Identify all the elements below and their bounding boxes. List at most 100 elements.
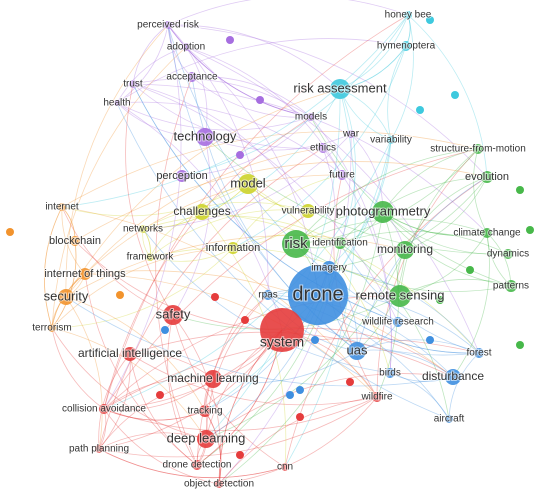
edge (204, 133, 352, 151)
node-label: monitoring (377, 242, 433, 256)
edge (61, 183, 249, 217)
edge (382, 211, 488, 236)
node-label: drone detection (163, 460, 232, 471)
node-label: perception (156, 170, 207, 182)
node (238, 174, 258, 194)
node (114, 100, 120, 106)
edge (65, 296, 206, 412)
node (282, 230, 310, 258)
edge (382, 211, 512, 287)
node (197, 430, 215, 448)
edge (44, 206, 63, 329)
edge (185, 46, 343, 176)
edge (132, 83, 488, 234)
node (241, 316, 249, 324)
edge (185, 46, 480, 354)
edge (284, 88, 356, 468)
edge (65, 296, 454, 387)
node (288, 265, 348, 325)
edge (103, 148, 479, 410)
node-label: patterns (493, 281, 529, 292)
edge (339, 230, 509, 255)
node (286, 391, 294, 399)
node-label: system (260, 334, 304, 350)
node (451, 91, 459, 99)
edge (132, 83, 324, 149)
node-label: drone (292, 283, 343, 305)
edge (132, 83, 399, 323)
node (156, 391, 164, 399)
node (385, 368, 395, 378)
edge (65, 235, 406, 298)
edge (181, 14, 409, 177)
edge (247, 183, 391, 374)
edge (132, 83, 309, 212)
node-label: war (342, 129, 360, 140)
node (389, 285, 411, 307)
node (48, 324, 56, 332)
edge (376, 148, 479, 398)
edge (172, 314, 222, 485)
edge (339, 242, 450, 420)
edge (142, 215, 341, 244)
node (296, 386, 304, 394)
node (526, 226, 534, 234)
edge (389, 372, 450, 420)
node (466, 266, 474, 274)
edge (103, 408, 220, 485)
node (481, 171, 493, 183)
edge (98, 432, 207, 450)
node-label: acceptance (166, 72, 218, 83)
edge (382, 148, 479, 213)
edge (65, 147, 324, 298)
edge (399, 232, 488, 297)
edge (65, 24, 169, 298)
edge (142, 133, 352, 230)
edge (149, 247, 401, 297)
edge (172, 136, 211, 316)
edge (204, 136, 509, 255)
edge (232, 45, 407, 249)
node-label: deep learning (167, 430, 246, 445)
node-label: blockchain (49, 235, 101, 247)
edge (103, 408, 206, 421)
edge (167, 24, 312, 118)
node (192, 460, 202, 470)
edge (61, 206, 86, 275)
edge (407, 14, 488, 178)
node (204, 370, 222, 388)
node (6, 228, 14, 236)
edge (51, 327, 105, 410)
edge (103, 139, 392, 410)
edge (103, 329, 283, 410)
edge (356, 249, 406, 352)
edge (129, 353, 214, 380)
node-label: variability (370, 135, 412, 146)
edge (473, 148, 488, 234)
edge (218, 396, 378, 485)
edge (129, 353, 198, 466)
node-label: wildlife research (361, 317, 434, 328)
node-label: internet (45, 202, 79, 213)
node-label: collision avoidance (62, 404, 146, 415)
node (182, 43, 190, 51)
edge (61, 130, 479, 208)
edge (167, 24, 193, 78)
node (372, 392, 382, 402)
node-label: perceived risk (137, 20, 200, 31)
edge (51, 240, 77, 329)
node-label: uas (347, 342, 368, 357)
node (311, 336, 319, 344)
edge (167, 24, 399, 323)
node (372, 201, 394, 223)
node (307, 113, 315, 121)
edge (116, 102, 450, 420)
edge (185, 46, 208, 138)
edge (142, 228, 391, 374)
edge (382, 211, 488, 236)
node (263, 290, 273, 300)
node (337, 170, 347, 180)
edge (404, 176, 488, 251)
edge (61, 14, 409, 208)
node-label: rpas (258, 290, 277, 301)
